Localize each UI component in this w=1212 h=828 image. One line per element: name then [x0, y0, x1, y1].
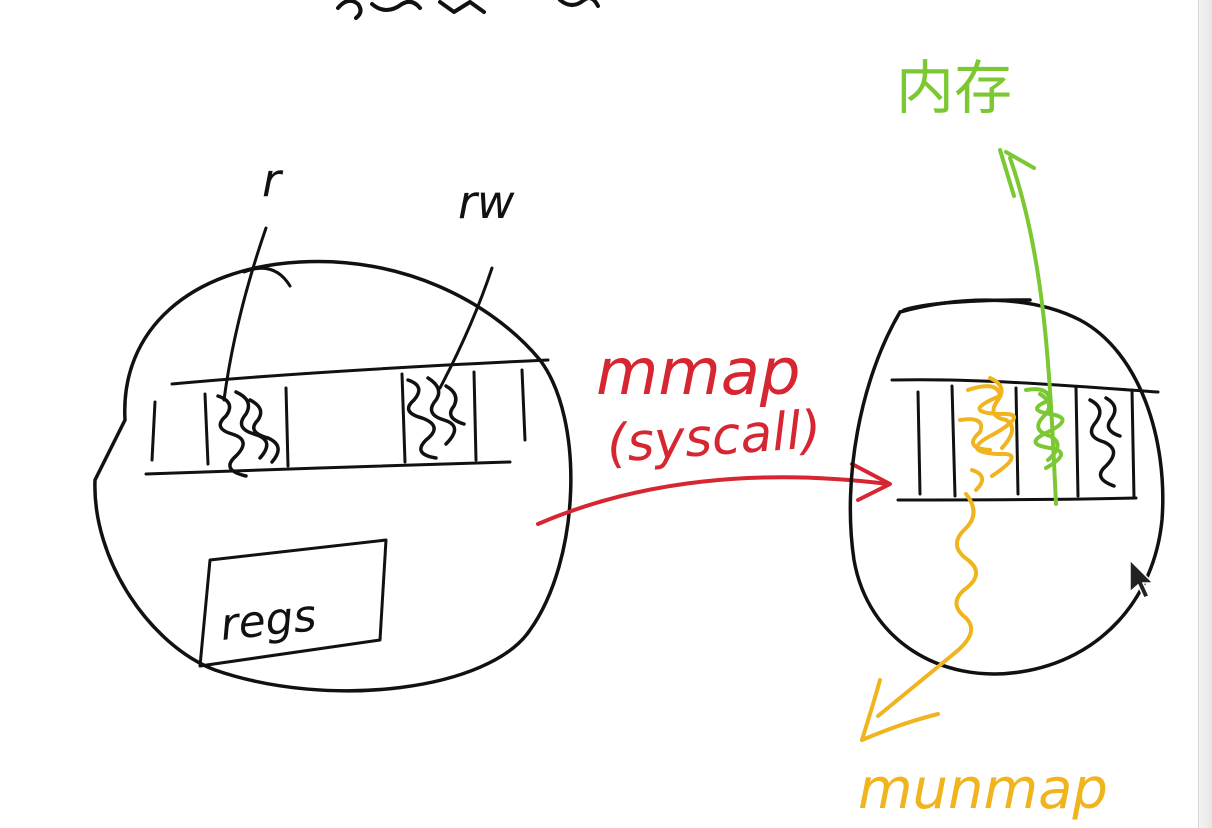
read-only-label: r [262, 153, 284, 207]
right-vma-strip [892, 380, 1158, 500]
mouse-cursor-icon [1130, 560, 1153, 598]
mmap-label: mmap [596, 336, 801, 410]
right-process-blob [850, 300, 1162, 674]
left-vma-strip [146, 360, 548, 474]
title-scribble [338, 0, 598, 18]
memory-arrow [1000, 150, 1056, 504]
window-edge [1198, 0, 1212, 828]
syscall-label: (syscall) [605, 400, 824, 475]
left-page-r-hatch [218, 392, 278, 476]
memory-page-hatch [1026, 389, 1063, 468]
munmap-page-hatch [960, 378, 1014, 490]
munmap-label: munmap [858, 757, 1108, 822]
regs-label: regs [218, 590, 319, 651]
read-write-label: rw [458, 175, 515, 229]
left-page-rw-hatch [408, 378, 464, 458]
rw-pointer-line [440, 268, 492, 388]
memory-label: 内存 [896, 54, 1012, 122]
right-page-hatch [1090, 398, 1120, 486]
left-process-blob [95, 261, 571, 690]
mmap-arrow [538, 464, 890, 524]
